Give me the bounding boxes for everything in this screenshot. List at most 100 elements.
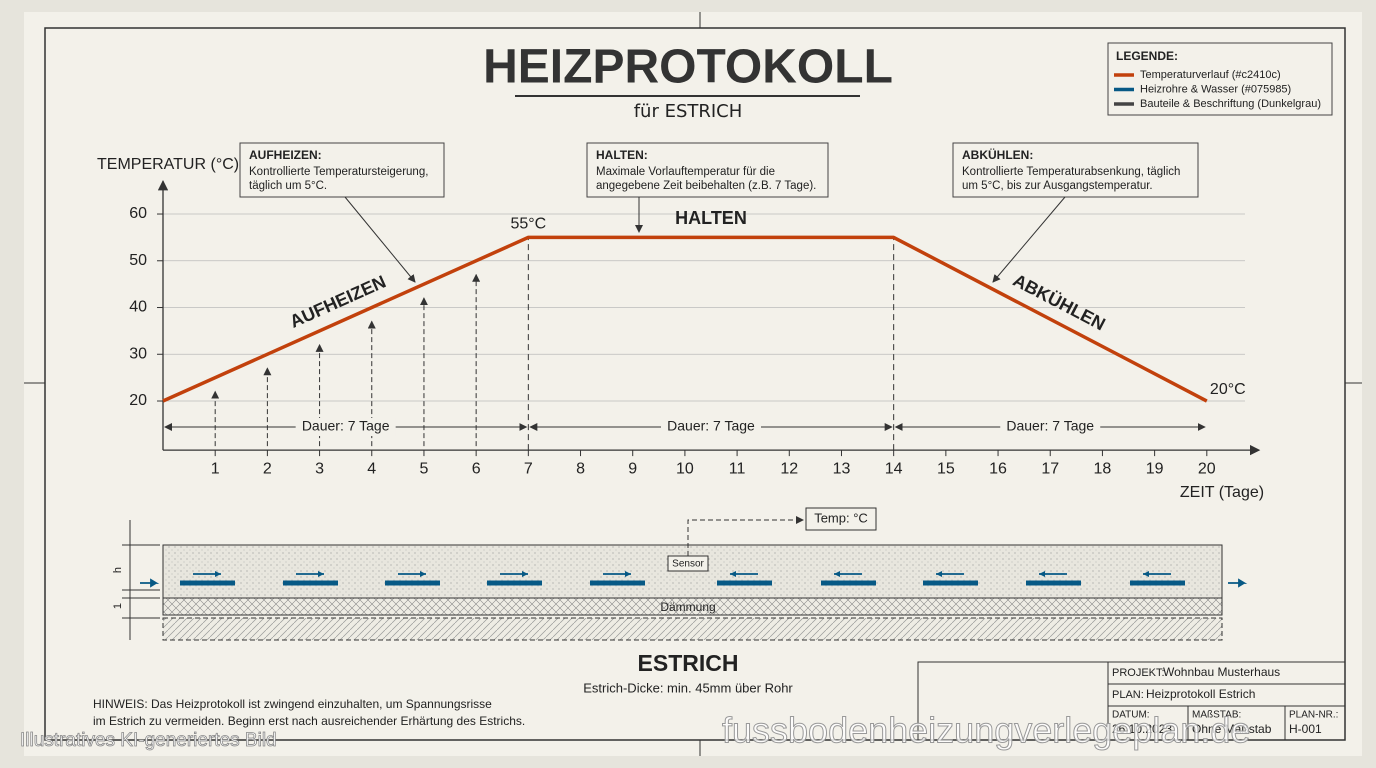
- callout-leader: [992, 196, 1066, 283]
- x-tick-label: 10: [676, 460, 694, 477]
- sensor-label: Sensor: [672, 559, 704, 570]
- callout-title: ABKÜHLEN:: [962, 147, 1033, 162]
- callout-box: [586, 142, 829, 198]
- paper: [24, 12, 1362, 756]
- callout-box: [952, 142, 1199, 198]
- x-tick-label: 7: [524, 460, 533, 477]
- callout-text: um 5°C, bis zur Ausgangstemperatur.: [962, 180, 1153, 192]
- tb-value: Heizprotokoll Estrich: [1146, 687, 1255, 701]
- y-tick-label: 40: [129, 299, 147, 316]
- frame: [44, 27, 1346, 741]
- duration-label: Dauer: 7 Tage: [1006, 418, 1094, 434]
- x-tick-label: 2: [263, 460, 272, 477]
- title-block-frame: [917, 661, 1346, 741]
- x-axis-label: ZEIT (Tage): [1180, 484, 1264, 501]
- x-tick-label: 1: [211, 460, 220, 477]
- dim-h: h: [112, 567, 124, 573]
- flow-head: [318, 571, 324, 577]
- callout-text: täglich um 5°C.: [249, 180, 327, 192]
- x-tick-label: 13: [833, 460, 851, 477]
- callout-title: HALTEN:: [596, 148, 648, 162]
- legend-box: [1107, 42, 1333, 116]
- note-line: HINWEIS: Das Heizprotokoll ist zwingend …: [93, 697, 492, 711]
- x-tick-label: 6: [472, 460, 481, 477]
- diagram-title: ESTRICH: [638, 650, 739, 676]
- subtitle: für ESTRICH: [634, 101, 743, 122]
- insulation-layer: [162, 597, 1223, 616]
- y-tick-label: 30: [129, 345, 147, 362]
- duration-bg: [661, 418, 761, 436]
- x-tick-label: 15: [937, 460, 955, 477]
- x-tick-label: 5: [419, 460, 428, 477]
- tb-value: Wohnbau Musterhaus: [1163, 665, 1280, 679]
- x-tick-label: 16: [989, 460, 1007, 477]
- y-tick-label: 20: [129, 392, 147, 409]
- callout-title: AUFHEIZEN:: [249, 148, 322, 162]
- dim-1: 1: [112, 603, 124, 609]
- sensor-lead: [687, 516, 804, 556]
- insulation-label: Dämmung: [660, 600, 715, 614]
- flow-head: [522, 571, 528, 577]
- flow-head: [936, 571, 942, 577]
- legend-label: Temperaturverlauf (#c2410c): [1140, 69, 1281, 81]
- phase-label: HALTEN: [675, 208, 747, 228]
- x-tick-label: 11: [729, 460, 746, 477]
- flow-head: [420, 571, 426, 577]
- callout-box: [239, 142, 445, 198]
- annotation: 20°C: [1210, 381, 1246, 398]
- legend-title: LEGENDE:: [1116, 49, 1178, 63]
- tb-label: PROJEKT:: [1112, 667, 1165, 679]
- x-tick-label: 18: [1094, 460, 1112, 477]
- y-tick-label: 50: [129, 252, 147, 269]
- callout-text: Kontrollierte Temperatursteigerung,: [249, 166, 428, 178]
- tb-value: H-001: [1289, 722, 1322, 736]
- callout-text: Kontrollierte Temperaturabsenkung, tägli…: [962, 166, 1180, 178]
- title: HEIZPROTOKOLL: [483, 41, 893, 94]
- x-tick-label: 19: [1146, 460, 1164, 477]
- title-block: PROJEKT: Wohnbau Musterhaus PLAN: Heizpr…: [917, 661, 1346, 741]
- y-axis-label: TEMPERATUR (°C): [97, 156, 239, 173]
- frame-marks: [24, 12, 1362, 756]
- flow-head: [1143, 571, 1149, 577]
- x-tick-label: 3: [315, 460, 324, 477]
- x-tick-label: 17: [1041, 460, 1059, 477]
- note-line: im Estrich zu vermeiden. Beginn erst nac…: [93, 714, 525, 728]
- tb-value: 26.10.2023: [1112, 722, 1172, 736]
- duration-bg: [295, 418, 396, 436]
- title-block-grid: [1107, 662, 1345, 740]
- watermark: Illustratives KI-generiertes Bild: [20, 730, 277, 751]
- flow-head: [834, 571, 840, 577]
- tb-value: Ohne Maßstab: [1192, 722, 1272, 736]
- flow-head: [730, 571, 736, 577]
- callout-text: angegebene Zeit beibehalten (z.B. 7 Tage…: [596, 180, 816, 192]
- flow-out: [1228, 578, 1248, 588]
- dimension-lines: [122, 520, 160, 640]
- callout-leader: [344, 196, 416, 283]
- annotation: 55°C: [510, 216, 546, 233]
- flow-in: [140, 578, 160, 588]
- x-tick-label: 9: [628, 460, 637, 477]
- x-tick-label: 20: [1198, 460, 1216, 477]
- x-tick-label: 14: [885, 460, 903, 477]
- x-tick-label: 4: [367, 460, 376, 477]
- duration-bg: [1000, 418, 1101, 436]
- x-tick-label: 12: [780, 460, 798, 477]
- diagram-subtitle: Estrich-Dicke: min. 45mm über Rohr: [583, 680, 793, 695]
- duration-label: Dauer: 7 Tage: [302, 418, 390, 434]
- duration-label: Dauer: 7 Tage: [667, 418, 755, 434]
- floor-section: Dämmung Sensor Temp: °C h 1 ESTRICH Estr…: [112, 507, 1223, 695]
- flow-head: [215, 571, 221, 577]
- legend-label: Heizrohre & Wasser (#075985): [1140, 83, 1291, 95]
- flow-head: [625, 571, 631, 577]
- flow-head: [1039, 571, 1045, 577]
- legend-label: Bauteile & Beschriftung (Dunkelgrau): [1140, 98, 1321, 110]
- temp-box: [805, 507, 877, 531]
- tb-label: MAßSTAB:: [1192, 710, 1241, 721]
- tb-label: PLAN:: [1112, 689, 1144, 701]
- tb-label: PLAN-NR.:: [1289, 710, 1338, 721]
- y-tick-label: 60: [129, 205, 147, 222]
- base-layer: [162, 617, 1223, 641]
- temperature-line: [162, 235, 1208, 403]
